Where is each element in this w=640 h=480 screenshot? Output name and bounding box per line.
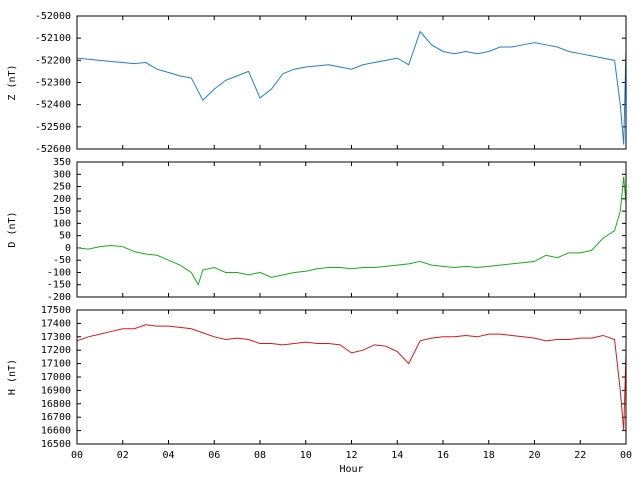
x-tick-label: 20 [528,450,540,461]
y-tick-label: 0 [65,243,71,254]
data-line [76,30,627,145]
y-tick-label: 16700 [41,412,71,423]
y-axis-label: H (nT) [7,359,18,395]
y-tick-label: 16900 [41,385,71,396]
y-tick-label: -52300 [35,78,71,89]
y-tick-label: 16500 [41,439,71,450]
y-tick-label: 17000 [41,372,71,383]
x-tick-label: 08 [254,450,266,461]
x-tick-label: 00 [620,450,632,461]
x-tick-label: 14 [391,450,403,461]
y-tick-label: 350 [53,157,71,168]
data-line [76,176,627,286]
y-tick-label: -52400 [35,100,71,111]
plot-frame [76,161,627,298]
data-line [76,324,627,431]
y-tick-label: 17100 [41,359,71,370]
y-tick-label: 150 [53,206,71,217]
y-tick-label: 17500 [41,305,71,316]
plot-frame [76,15,627,150]
y-tick-label: 17200 [41,345,71,356]
x-tick-label: 02 [117,450,129,461]
y-tick-label: -50 [53,255,71,266]
plot-frame [76,309,627,445]
y-tick-label: 17300 [41,332,71,343]
y-tick-label: 50 [59,231,71,242]
y-tick-label: -52200 [35,55,71,66]
x-tick-label: 04 [162,450,174,461]
y-axis-label: Z (nT) [7,64,18,100]
y-tick-label: 17400 [41,318,71,329]
y-tick-label: -52600 [35,144,71,155]
y-tick-label: -52500 [35,122,71,133]
y-tick-label: -200 [47,292,71,303]
y-tick-label: 250 [53,182,71,193]
x-tick-label: 00 [71,450,83,461]
y-tick-label: -52100 [35,33,71,44]
y-tick-label: 100 [53,218,71,229]
y-tick-label: -150 [47,280,71,291]
y-tick-label: 16600 [41,426,71,437]
x-tick-label: 06 [208,450,220,461]
y-tick-label: 300 [53,169,71,180]
y-tick-label: 200 [53,194,71,205]
y-axis-label: D (nT) [7,211,18,247]
x-tick-label: 18 [483,450,495,461]
x-tick-label: 12 [345,450,357,461]
y-tick-label: 16800 [41,399,71,410]
y-tick-label: -100 [47,267,71,278]
y-tick-label: -52000 [35,11,71,22]
x-tick-label: 22 [574,450,586,461]
x-tick-label: 16 [437,450,449,461]
x-tick-label: 10 [300,450,312,461]
x-axis-label: Hour [339,464,363,475]
